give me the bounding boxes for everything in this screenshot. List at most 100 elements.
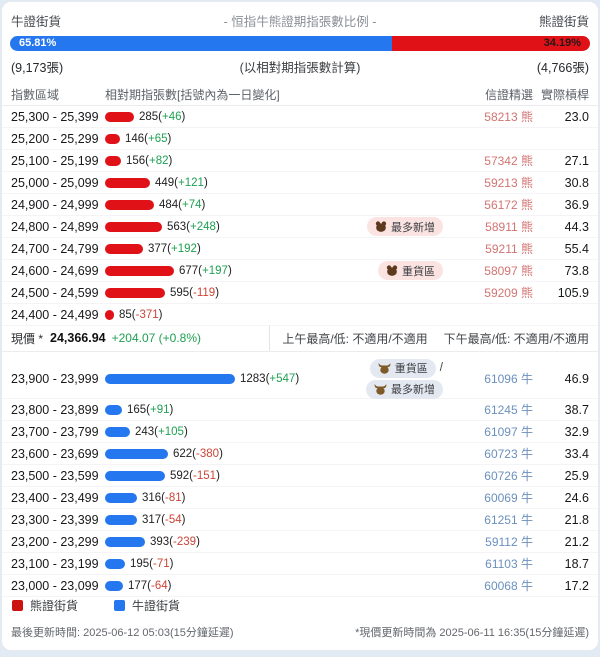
contracts-value: 165(+91) [127, 403, 174, 416]
bull-pick-code: 60069 牛 [484, 491, 533, 505]
bar-zone: 243(+105) [105, 426, 451, 438]
bar-zone: 146(+65) [105, 133, 451, 145]
bear-volume-bar [105, 287, 165, 298]
one-day-change: -239 [173, 535, 197, 548]
bull-pick-code: 61251 牛 [484, 513, 533, 527]
contracts-value: 146(+65) [125, 132, 172, 145]
bar-zone: 156(+82) [105, 155, 451, 167]
bar-zone: 677(+197) 重貨區 [105, 261, 451, 281]
bull-face-icon [378, 362, 391, 374]
bull-volume-bar [105, 492, 137, 503]
bull-pick-code: 59112 牛 [485, 535, 533, 549]
bull-badge-heavy-zone: 重貨區 [369, 358, 436, 378]
bull-volume-bar [105, 426, 130, 437]
contracts-value: 449(+121) [155, 176, 208, 189]
bull-volume-bar [105, 514, 137, 525]
footer: 最後更新時間: 2025-06-12 05:03(15分鐘延遲) *現價更新時間… [2, 616, 598, 650]
bull-legend-swatch [114, 600, 126, 611]
bar-zone: 592(-151) [105, 470, 451, 482]
col-index-zone: 指數區域 [11, 88, 60, 103]
contracts-value: 317(-54) [142, 513, 186, 526]
bear-volume-bar [105, 133, 120, 144]
bull-volume-bar [105, 404, 122, 415]
bull-table-row: 23,200 - 23,299 393(-239) 59112 牛 21.2 [2, 531, 598, 553]
one-day-change: +46 [162, 110, 182, 123]
price-range-label: 23,400 - 23,499 [11, 490, 99, 505]
bull-legend-label: 牛證街貨 [132, 599, 181, 613]
bear-table-row: 24,700 - 24,799 377(+192) 59211 熊 55.4 [2, 238, 598, 261]
price-range-label: 23,700 - 23,799 [11, 424, 99, 439]
bull-pick-code: 61103 牛 [485, 557, 533, 571]
bull-pick-code: 61245 牛 [484, 403, 533, 417]
one-day-change: -54 [165, 513, 182, 526]
bull-table-row: 23,000 - 23,099 177(-64) 60068 牛 17.2 [2, 575, 598, 597]
bear-pick-code: 56172 熊 [484, 198, 533, 213]
col-relative-contracts: 相對期指張數[括號內為一日變化] [105, 88, 280, 103]
effective-leverage-value: 24.6 [564, 490, 589, 505]
contracts-value: 563(+248) [167, 220, 220, 233]
badge-line: 最多新增 [367, 217, 443, 237]
bar-zone: 317(-54) [105, 514, 451, 526]
bull-face-icon [374, 383, 387, 395]
effective-leverage-value: 23.0 [564, 109, 589, 124]
one-day-change: +74 [182, 198, 202, 211]
bar-zone: 449(+121) [105, 177, 451, 189]
badge-group: 最多新增 [367, 217, 451, 237]
one-day-change: -71 [153, 557, 170, 570]
bull-volume-bar [105, 373, 235, 384]
bull-table-row: 23,800 - 23,899 165(+91) 61245 牛 38.7 [2, 399, 598, 421]
bear-pick-code: 59209 熊 [484, 286, 533, 301]
bear-pick-code: 59211 熊 [485, 242, 533, 257]
price-range-label: 23,500 - 23,599 [11, 468, 99, 483]
one-day-change: +192 [171, 242, 197, 255]
one-day-change: +197 [202, 264, 228, 277]
bear-volume-bar [105, 199, 154, 210]
one-day-change: -81 [165, 491, 182, 504]
current-price-label: 現價 * [11, 331, 44, 346]
bull-pick-code: 61097 牛 [484, 425, 533, 439]
bear-face-icon [386, 265, 398, 277]
one-day-change: -371 [135, 308, 159, 321]
current-price-value: 24,366.94 [50, 331, 106, 346]
effective-leverage-value: 27.1 [564, 153, 589, 168]
bar-zone: 484(+74) [105, 199, 451, 211]
bull-table-row: 23,900 - 23,999 1283(+547) 重貨區 / 最多新增 61096 牛… [2, 358, 598, 399]
bull-table-row: 23,600 - 23,699 622(-380) 60723 牛 33.4 [2, 443, 598, 465]
bull-table-row: 23,500 - 23,599 592(-151) 60726 牛 25.9 [2, 465, 598, 487]
legend: 熊證街貨 牛證街貨 [2, 597, 598, 616]
bull-ratio-segment: 65.81% [10, 36, 392, 51]
bear-table-row: 24,900 - 24,999 484(+74) 56172 熊 36.9 [2, 194, 598, 217]
contracts-value: 393(-239) [150, 535, 200, 548]
current-price-change: +204.07 (+0.8%) [111, 331, 202, 346]
bear-volume-bar [105, 221, 162, 232]
contracts-value: 484(+74) [159, 198, 206, 211]
effective-leverage-value: 18.7 [564, 556, 589, 571]
calculation-note: (以相對期指張數計算) [239, 60, 361, 75]
bull-pick-code: 61096 牛 [484, 372, 533, 386]
one-day-change: +65 [148, 132, 168, 145]
price-range-label: 25,300 - 25,399 [11, 109, 99, 124]
col-effective-leverage: 實際槓桿 [540, 88, 589, 103]
effective-leverage-value: 44.3 [564, 219, 589, 234]
effective-leverage-value: 105.9 [557, 285, 589, 300]
bull-table-row: 23,400 - 23,499 316(-81) 60069 牛 24.6 [2, 487, 598, 509]
one-day-change: -119 [193, 286, 216, 299]
bear-face-icon [375, 221, 387, 233]
price-range-label: 24,400 - 24,499 [11, 307, 99, 322]
bear-volume-bar [105, 265, 174, 276]
bear-legend-swatch [12, 600, 23, 611]
one-day-change: +121 [178, 176, 204, 189]
bear-table-row: 25,000 - 25,099 449(+121) 59213 熊 30.8 [2, 172, 598, 195]
one-day-change: +105 [158, 425, 184, 438]
contracts-value: 85(-371) [119, 308, 163, 321]
contracts-value: 377(+192) [148, 242, 201, 255]
badge-label: 最多新增 [391, 221, 435, 234]
bear-table-row: 24,500 - 24,599 595(-119) 59209 熊 105.9 [2, 282, 598, 305]
bar-zone: 1283(+547) 重貨區 / 最多新增 [105, 358, 451, 399]
legend-item-bull: 牛證街貨 [114, 597, 180, 614]
pm-high-low: 下午最高/低: 不適用/不適用 [443, 331, 589, 346]
bull-bear-ratio-bar: 65.81% 34.19% [10, 36, 590, 51]
bull-total-contracts: (9,173張) [11, 60, 64, 75]
bull-volume-bar [105, 448, 168, 459]
bear-pick-code: 58911 熊 [485, 220, 533, 235]
